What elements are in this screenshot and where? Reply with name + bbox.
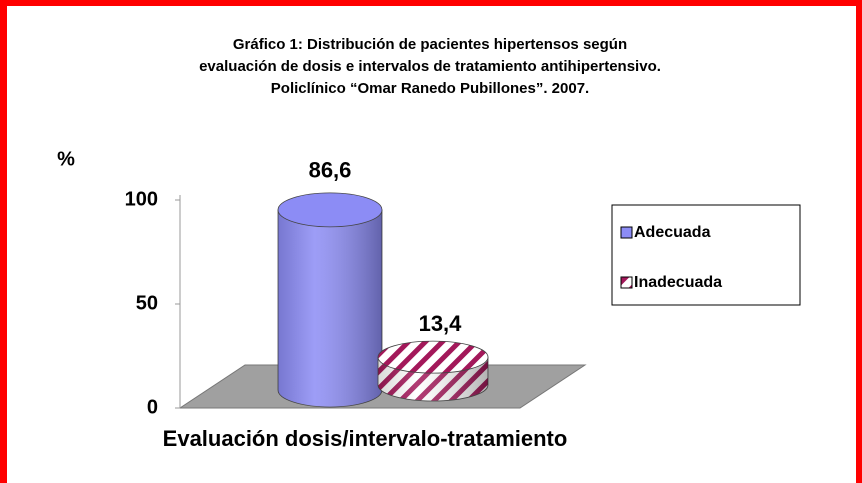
frame-left	[0, 0, 7, 483]
y-tick-label: 50	[136, 292, 158, 314]
legend-label: Inadecuada	[634, 274, 722, 291]
bar-shade	[278, 209, 382, 407]
legend-swatch	[620, 226, 633, 239]
bar-top	[277, 192, 383, 228]
frame-top	[0, 0, 862, 6]
legend	[611, 204, 801, 306]
y-axis-label: %	[57, 148, 75, 170]
y-tick-label: 100	[125, 188, 158, 210]
bar-top	[377, 340, 489, 374]
x-axis-label: Evaluación dosis/intervalo-tratamiento	[163, 426, 568, 451]
y-tick-label: 0	[147, 396, 158, 418]
legend-swatch	[620, 276, 633, 289]
data-label: 13,4	[419, 311, 463, 336]
frame-right	[856, 0, 862, 483]
chart-title: evaluación de dosis e intervalos de trat…	[199, 58, 661, 75]
legend-label: Adecuada	[634, 224, 711, 241]
chart-title: Policlínico “Omar Ranedo Pubillones”. 20…	[271, 80, 589, 97]
chart-title: Gráfico 1: Distribución de pacientes hip…	[233, 36, 627, 53]
data-label: 86,6	[309, 158, 352, 183]
